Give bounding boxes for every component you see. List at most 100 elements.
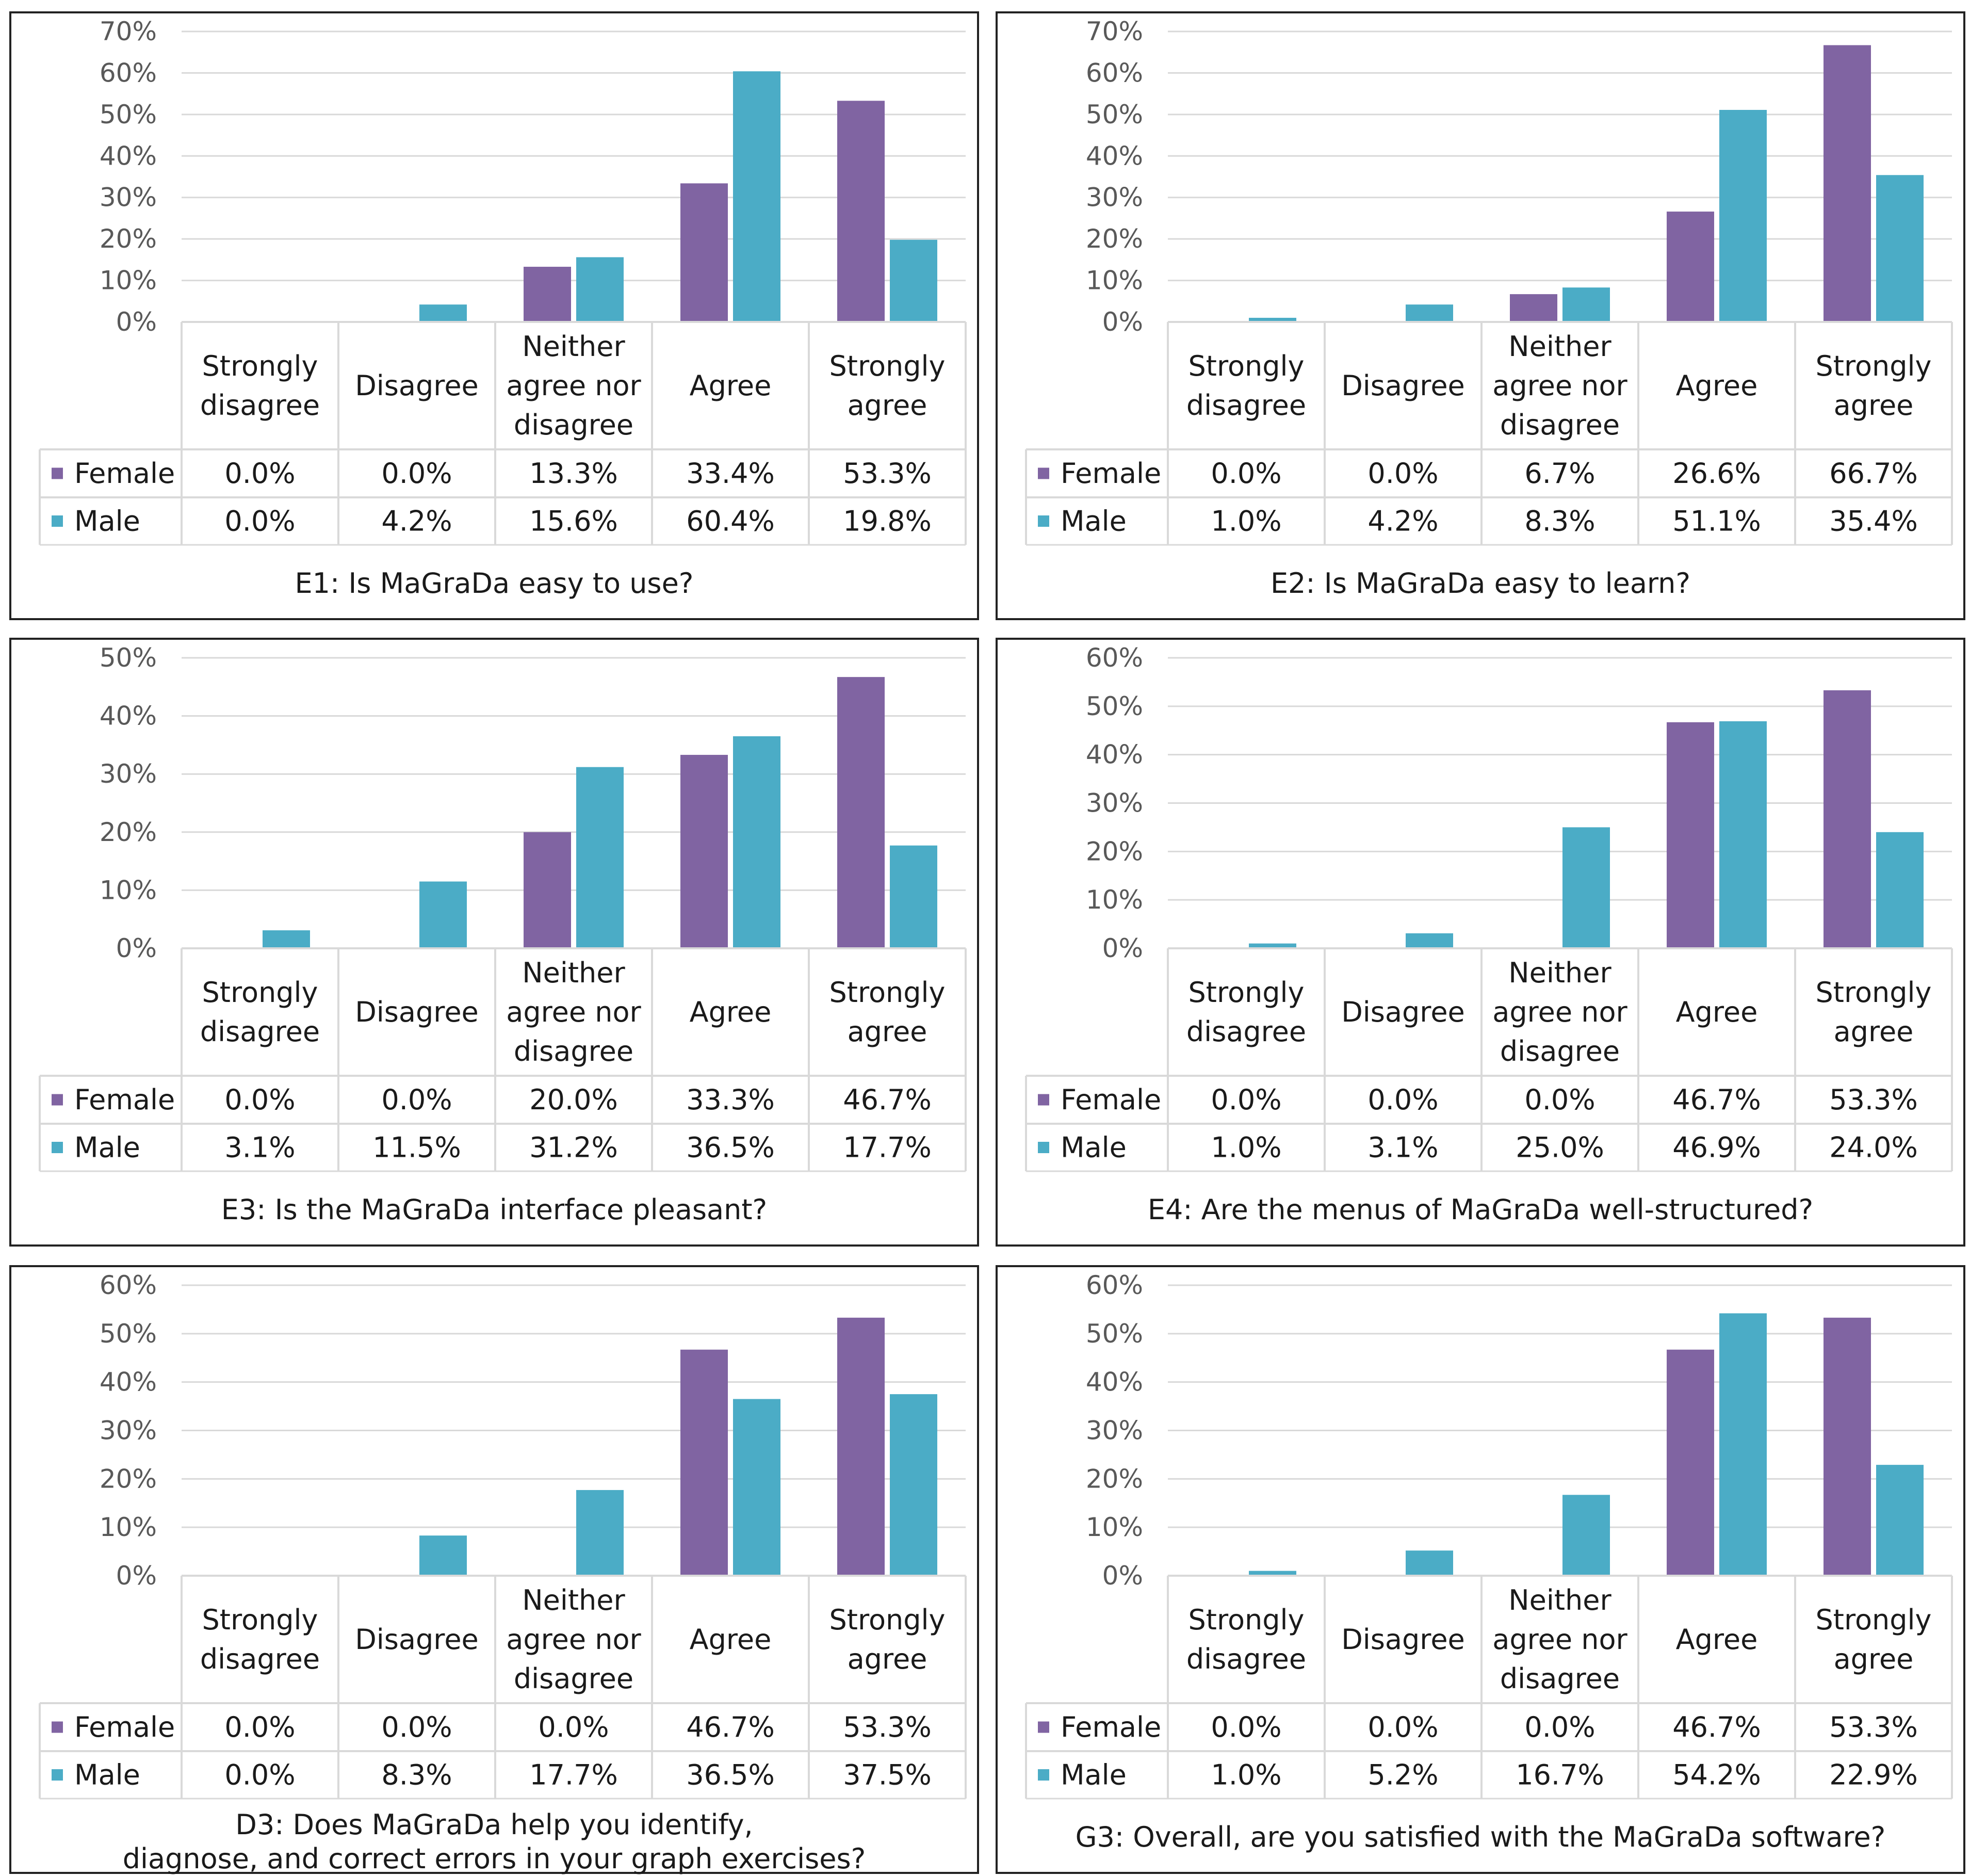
category-label: Agree bbox=[1676, 1623, 1758, 1656]
category-label: Strongly disagree bbox=[200, 1604, 320, 1675]
category-label-line: Disagree bbox=[355, 996, 479, 1028]
y-tick-label: 60% bbox=[100, 58, 157, 88]
category-label-line: Strongly bbox=[829, 976, 946, 1009]
category-label-line: Disagree bbox=[1341, 996, 1465, 1028]
legend-swatch-male bbox=[52, 1769, 63, 1781]
category-label: Strongly disagree bbox=[1186, 976, 1306, 1048]
bar-male bbox=[1249, 1571, 1296, 1576]
y-tick-label: 50% bbox=[1086, 1319, 1143, 1349]
legend-label-female: Female bbox=[74, 1083, 175, 1116]
data-label: 33.3% bbox=[686, 1083, 775, 1116]
y-tick-label: 20% bbox=[1086, 1464, 1143, 1494]
category-label-line: agree bbox=[848, 1643, 927, 1675]
data-label: 4.2% bbox=[381, 505, 452, 538]
category-label-line: agree nor bbox=[1492, 1623, 1627, 1656]
bar-male bbox=[1719, 1313, 1767, 1576]
y-tick-label: 50% bbox=[1086, 100, 1143, 130]
chart-panel-3: 0% 10% 20% 30% 40% 50% Strongly disagree Disagre… bbox=[9, 638, 979, 1247]
bar-male bbox=[733, 1399, 780, 1576]
category-label: Strongly disagree bbox=[1186, 1604, 1306, 1675]
category-label-line: Strongly bbox=[1188, 1604, 1305, 1636]
chart-panel-2: 0% 10% 20% 30% 40% 50% 60% 70% Strongly disagree D… bbox=[996, 11, 1965, 620]
category-label-line: Agree bbox=[690, 1623, 772, 1656]
y-tick-label: 0% bbox=[1102, 1561, 1143, 1591]
y-tick-label: 20% bbox=[100, 224, 157, 254]
y-tick-label: 60% bbox=[100, 1270, 157, 1300]
data-label: 0.0% bbox=[381, 457, 452, 490]
data-label: 46.7% bbox=[1672, 1083, 1761, 1116]
data-label: 3.1% bbox=[1367, 1131, 1438, 1164]
category-label-line: Strongly bbox=[202, 350, 318, 382]
y-tick-label: 30% bbox=[1086, 183, 1143, 213]
legend-label-male: Male bbox=[74, 1759, 140, 1791]
bar-male bbox=[576, 1490, 624, 1576]
y-tick-label: 20% bbox=[100, 817, 157, 847]
bar-male bbox=[1562, 287, 1610, 322]
data-label: 0.0% bbox=[538, 1711, 609, 1743]
category-label-line: Neither bbox=[1508, 1584, 1611, 1616]
category-label-line: Neither bbox=[522, 330, 625, 363]
bar-female bbox=[680, 755, 728, 948]
legend-label-female: Female bbox=[74, 1711, 175, 1743]
category-label-line: Agree bbox=[1676, 1623, 1758, 1656]
data-label: 17.7% bbox=[529, 1759, 618, 1791]
category-label-line: Strongly bbox=[1188, 976, 1305, 1009]
bar-male bbox=[419, 881, 467, 948]
data-label: 20.0% bbox=[529, 1083, 618, 1116]
bar-female bbox=[524, 832, 571, 948]
data-label: 4.2% bbox=[1367, 505, 1438, 538]
legend-label-female: Female bbox=[1061, 457, 1161, 490]
data-label: 25.0% bbox=[1516, 1131, 1604, 1164]
bar-male bbox=[419, 1535, 467, 1576]
category-label-line: disagree bbox=[200, 1643, 320, 1675]
bar-female bbox=[837, 1317, 885, 1576]
category-label: Strongly agree bbox=[829, 350, 946, 422]
data-label: 6.7% bbox=[1524, 457, 1595, 490]
category-label-line: Neither bbox=[522, 1584, 625, 1616]
chart-svg: 0% 10% 20% 30% 40% 50% 60% Strongly disagree Disa… bbox=[1025, 643, 1953, 1172]
legend-swatch-male bbox=[52, 1142, 63, 1153]
y-tick-label: 30% bbox=[1086, 1416, 1143, 1446]
category-label: Strongly agree bbox=[829, 976, 946, 1048]
category-label-line: Disagree bbox=[355, 1623, 479, 1656]
data-label: 0.0% bbox=[224, 505, 295, 538]
y-tick-label: 10% bbox=[1086, 885, 1143, 915]
data-label: 0.0% bbox=[1367, 1083, 1438, 1116]
category-label: Disagree bbox=[1341, 369, 1465, 402]
category-label-line: agree nor bbox=[1492, 369, 1627, 402]
category-label-line: disagree bbox=[1186, 1643, 1306, 1675]
category-label-line: agree bbox=[848, 1015, 927, 1048]
category-label: Neither agree nor disagree bbox=[506, 957, 641, 1068]
bar-male bbox=[419, 304, 467, 322]
category-label-line: Strongly bbox=[1188, 350, 1305, 382]
category-label: Neither agree nor disagree bbox=[506, 1584, 641, 1695]
bar-male bbox=[1249, 943, 1296, 948]
bar-male bbox=[890, 1394, 937, 1576]
data-label: 15.6% bbox=[529, 505, 618, 538]
data-label: 0.0% bbox=[1367, 1711, 1438, 1743]
data-label: 0.0% bbox=[1211, 1711, 1281, 1743]
category-label-line: disagree bbox=[1500, 409, 1620, 441]
chart-panel-6: 0% 10% 20% 30% 40% 50% 60% Strongly disagree Disa… bbox=[996, 1265, 1965, 1874]
category-label: Agree bbox=[690, 1623, 772, 1656]
category-label-line: Strongly bbox=[1816, 1604, 1932, 1636]
category-label-line: agree bbox=[848, 389, 927, 422]
y-tick-label: 30% bbox=[100, 183, 157, 213]
bar-male bbox=[1406, 1550, 1453, 1576]
data-label: 24.0% bbox=[1829, 1131, 1918, 1164]
legend-swatch-female bbox=[52, 1721, 63, 1733]
data-label: 31.2% bbox=[529, 1131, 618, 1164]
category-label-line: disagree bbox=[1500, 1662, 1620, 1695]
bar-male bbox=[1719, 721, 1767, 948]
data-label: 36.5% bbox=[686, 1759, 775, 1791]
data-label: 46.7% bbox=[686, 1711, 775, 1743]
legend-swatch-female bbox=[52, 1094, 63, 1106]
data-label: 0.0% bbox=[224, 1083, 295, 1116]
category-label-line: Neither bbox=[522, 957, 625, 989]
y-tick-label: 0% bbox=[1102, 307, 1143, 337]
bar-male bbox=[1876, 832, 1924, 948]
legend-label-male: Male bbox=[1061, 1759, 1127, 1791]
data-label: 3.1% bbox=[224, 1131, 295, 1164]
chart-panel-4: 0% 10% 20% 30% 40% 50% 60% Strongly disagree Disa… bbox=[996, 638, 1965, 1247]
y-tick-label: 40% bbox=[100, 701, 157, 731]
